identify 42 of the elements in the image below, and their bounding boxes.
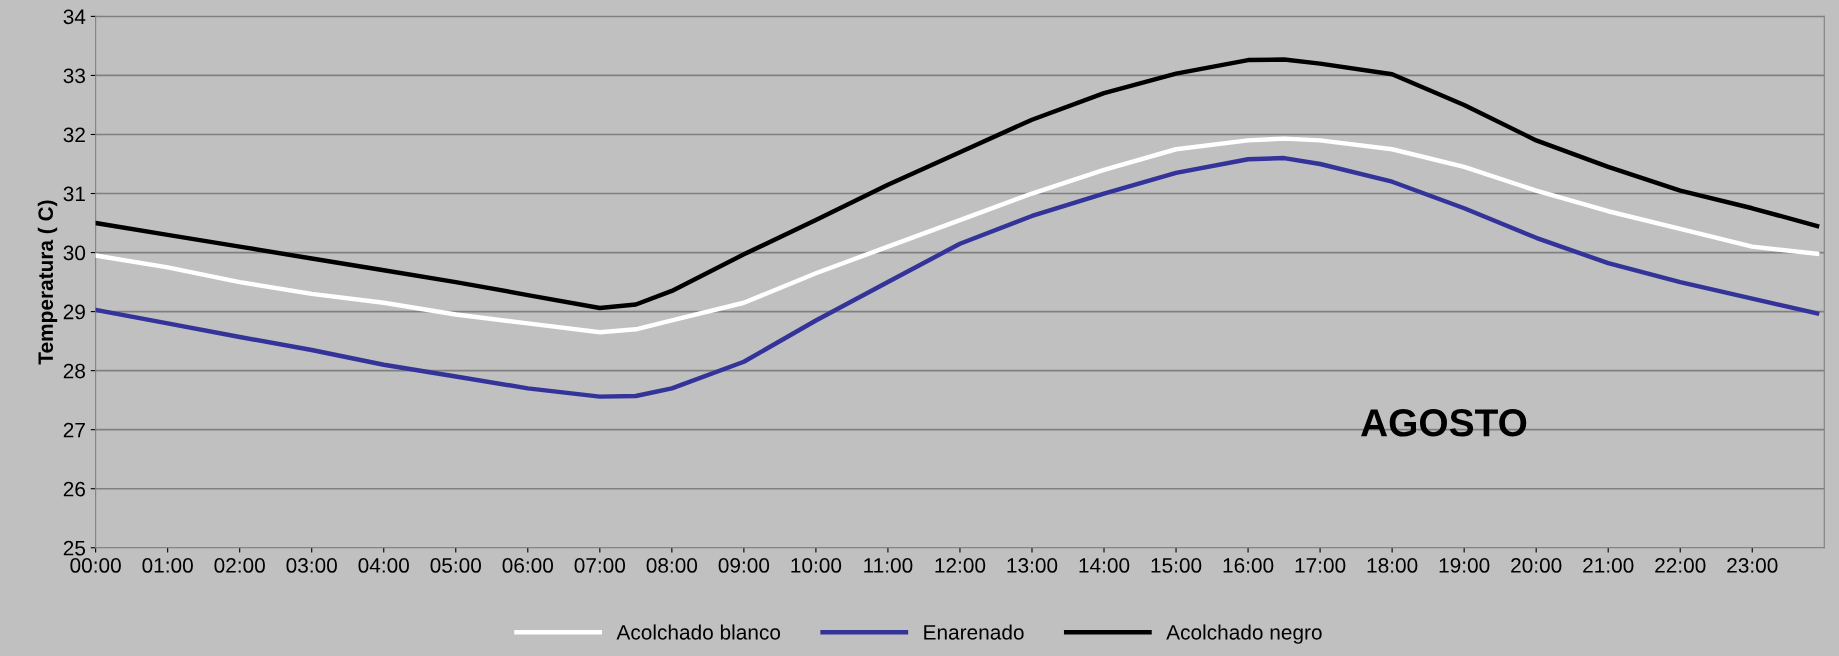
x-tick-label: 09:00 (718, 558, 770, 573)
legend-label: Enarenado (924, 624, 1024, 640)
y-tick-label: 32 (63, 127, 85, 143)
y-tick-label: 28 (63, 363, 85, 379)
y-tick-label: 25 (63, 540, 86, 556)
y-tick-label: 33 (63, 68, 85, 84)
x-tick-label: 21:00 (1583, 558, 1634, 573)
x-tick-label: 16:00 (1223, 558, 1274, 573)
x-tick-label: 11:00 (864, 558, 913, 573)
x-tick-label: 02:00 (214, 558, 265, 573)
x-tick-label: 20:00 (1511, 558, 1562, 573)
x-tick-label: 07:00 (574, 558, 626, 573)
y-tick-label: 31 (63, 186, 85, 202)
x-tick-label: 00:00 (70, 558, 121, 573)
legend-label: Acolchado negro (1166, 624, 1322, 644)
y-tick-label: 29 (63, 304, 85, 320)
x-tick-label: 04:00 (358, 558, 409, 573)
x-tick-label: 05:00 (430, 558, 482, 573)
x-tick-label: 19:00 (1439, 558, 1490, 573)
x-tick-label: 15:00 (1151, 558, 1202, 573)
y-tick-label: 30 (63, 245, 86, 261)
annotation: AGOSTO (1361, 409, 1527, 437)
x-tick-label: 17:00 (1295, 558, 1346, 573)
x-tick-label: 08:00 (646, 558, 698, 573)
y-axis-title: Temperatura ( C) (37, 200, 58, 365)
x-tick-label: 18:00 (1367, 558, 1418, 573)
y-tick-label: 26 (63, 481, 85, 497)
line-series (95, 57, 1820, 311)
x-tick-label: 06:00 (502, 558, 554, 573)
line-series (95, 136, 1820, 335)
legend-label: Acolchado blanco (616, 624, 781, 640)
x-tick-label: 23:00 (1727, 558, 1778, 573)
x-tick-label: 13:00 (1007, 558, 1058, 573)
line-series (95, 155, 1820, 399)
x-tick-label: 12:00 (935, 558, 986, 573)
y-tick-label: 34 (63, 9, 86, 25)
x-tick-label: 22:00 (1655, 558, 1706, 573)
y-tick-label: 27 (63, 422, 85, 438)
x-tick-label: 03:00 (286, 558, 337, 573)
x-tick-label: 01:00 (142, 558, 193, 573)
x-tick-label: 14:00 (1079, 558, 1130, 573)
x-tick-label: 10:00 (791, 558, 842, 573)
